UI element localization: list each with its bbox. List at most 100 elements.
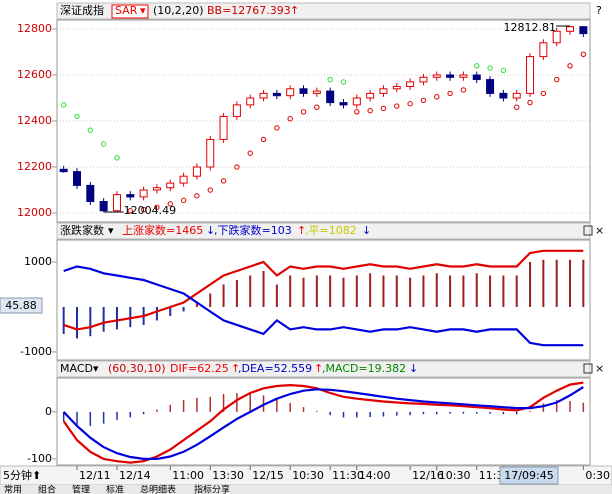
sar-dot: [314, 104, 320, 110]
candle-body: [526, 56, 535, 94]
histogram-bar: [382, 275, 385, 307]
up-arrow: ↓: [206, 224, 215, 237]
help-icon[interactable]: ?: [596, 4, 602, 17]
breadth-dropdown[interactable]: ▾: [108, 224, 114, 237]
histogram-bar: [236, 393, 238, 412]
histogram-bar: [209, 293, 212, 307]
histogram-bar: [529, 410, 531, 412]
histogram-bar: [555, 400, 558, 412]
panel-close[interactable]: ×: [595, 362, 604, 375]
sar-dot: [234, 164, 240, 170]
sar-dot: [460, 87, 467, 93]
histogram-bar: [475, 411, 478, 414]
histogram-bar: [289, 275, 292, 307]
candle-body: [286, 88, 295, 97]
sar-dot: [407, 101, 413, 107]
candle-body: [419, 76, 428, 83]
tab[interactable]: 管理: [72, 484, 90, 494]
histogram-bar: [182, 306, 185, 312]
candle-body: [379, 88, 388, 94]
down-count: ,下跌家数=103: [214, 223, 292, 237]
indicator-name[interactable]: SAR: [115, 4, 138, 17]
sar-dot: [580, 51, 587, 57]
candle-body: [59, 168, 68, 173]
sar-dot: [434, 94, 440, 100]
tab[interactable]: 常用: [4, 484, 22, 494]
histogram-bar: [582, 259, 585, 307]
period-selector[interactable]: 5分钟⬆: [3, 468, 41, 482]
y-tick-label: 1000: [24, 255, 52, 268]
histogram-bar: [502, 275, 505, 307]
tab[interactable]: 总明细表: [140, 484, 176, 494]
panel-maximize[interactable]: [583, 225, 593, 236]
histogram-bar: [169, 306, 172, 316]
candle-body: [192, 166, 201, 177]
x-tick-label: 10:30: [292, 469, 324, 482]
candle-body: [312, 90, 321, 94]
y-tick-label: 12800: [17, 22, 52, 35]
panel-maximize[interactable]: [583, 363, 593, 374]
macd-dropdown[interactable]: ▾: [93, 362, 99, 375]
sar-dot: [60, 102, 67, 108]
tab[interactable]: 组合: [38, 484, 56, 494]
series-line: [63, 249, 584, 331]
histogram-bar: [369, 411, 371, 418]
panel-close[interactable]: ×: [595, 224, 604, 237]
histogram-bar: [275, 284, 278, 307]
histogram-bar: [569, 259, 572, 307]
histogram-bar: [422, 275, 425, 307]
indicator-dropdown[interactable]: ▾: [140, 4, 146, 17]
bb-arrow: ↑: [290, 4, 299, 17]
histogram-bar: [62, 306, 65, 334]
macd-header: [56, 360, 591, 378]
candle-body: [472, 74, 481, 81]
macd-arrow: ↓: [409, 362, 418, 375]
sar-dot: [140, 206, 147, 213]
tab[interactable]: 指标分享: [194, 484, 230, 494]
sar-dot: [287, 115, 293, 122]
histogram-bar: [462, 275, 465, 307]
x-tick-label: 14:00: [359, 469, 391, 482]
sar-dot: [487, 65, 493, 71]
x-tick-label: 12/16: [412, 469, 444, 482]
high-annotation: 12812.81: [504, 21, 557, 34]
macd-frame: [56, 377, 591, 466]
histogram-bar: [276, 399, 278, 412]
histogram-bar: [302, 407, 305, 412]
sar-dot: [114, 155, 120, 161]
candle-body: [232, 104, 241, 117]
sar-dot: [354, 109, 360, 115]
sar-dot: [274, 125, 280, 131]
candle-body: [486, 79, 495, 94]
histogram-bar: [529, 262, 532, 307]
histogram-bar: [315, 275, 318, 307]
breadth-title: 涨跌家数: [60, 223, 104, 237]
histogram-bar: [156, 409, 158, 412]
candle-body: [326, 90, 335, 104]
candle-body: [499, 92, 508, 99]
histogram-bar: [489, 411, 491, 414]
histogram-bar: [395, 275, 398, 307]
y-tick-label: 12400: [17, 114, 52, 127]
histogram-bar: [102, 306, 105, 332]
histogram-bar: [182, 400, 185, 412]
x-tick-label: 12/11: [79, 469, 111, 482]
histogram-bar: [542, 403, 545, 412]
x-tick-label: 10:30: [439, 469, 471, 482]
x-tick-label: 12/14: [119, 469, 151, 482]
indicator-box[interactable]: [111, 4, 149, 19]
candle-body: [152, 187, 161, 191]
candle-body: [166, 182, 175, 189]
y-tick-label: -1000: [20, 345, 52, 358]
candle-body: [566, 26, 575, 32]
sar-dot: [154, 204, 160, 210]
y-tick-label: 0: [45, 405, 52, 418]
histogram-bar: [116, 411, 118, 420]
histogram-bar: [102, 411, 105, 424]
histogram-bar: [515, 275, 518, 307]
tab[interactable]: 标准: [106, 484, 124, 494]
candle-body: [72, 171, 81, 186]
histogram-bar: [302, 277, 305, 307]
sar-dot: [87, 127, 94, 133]
candle-body: [246, 97, 255, 106]
